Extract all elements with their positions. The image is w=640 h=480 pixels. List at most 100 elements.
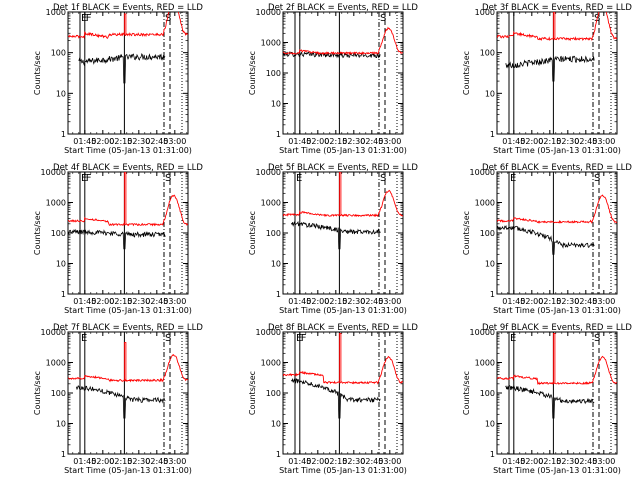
x-tick-label: 02:00: [306, 457, 329, 466]
x-tick-label: 01:45: [73, 137, 96, 146]
x-tick-label: 02:15: [538, 297, 561, 306]
y-axis-label: Counts/sec: [33, 51, 42, 95]
series-lld-line: [283, 332, 403, 385]
panel-title: Det 6f BLACK = Events, RED = LLD: [482, 163, 632, 173]
x-tick-label: 02:15: [324, 137, 347, 146]
series-events-line: [291, 377, 381, 419]
y-tick-label: 10: [485, 260, 495, 269]
series-events-line: [283, 51, 381, 59]
panel-title: Det 5f BLACK = Events, RED = LLD: [268, 163, 418, 173]
y-tick-label: 1000: [475, 359, 495, 368]
y-axis-label: Counts/sec: [248, 211, 257, 255]
panel-det-5: Det 5f BLACK = Events, RED = LLD 1 10 100 10…: [248, 163, 418, 315]
y-axis-label: Counts/sec: [33, 371, 42, 415]
x-tick-label: 02:30: [556, 457, 579, 466]
y-tick-label: 10000: [41, 168, 66, 177]
y-tick-label: 100: [480, 229, 495, 238]
x-tick-label: 02:00: [91, 457, 114, 466]
series-lld-line: [283, 172, 403, 218]
y-tick-label: 1: [61, 450, 66, 459]
x-tick-label: 01:45: [502, 457, 525, 466]
y-tick-label: 1000: [261, 359, 281, 368]
x-tick-label: 01:45: [288, 457, 311, 466]
y-tick-label: 1: [276, 130, 281, 139]
marker-letter-S: S: [380, 173, 386, 184]
y-tick-label: 1000: [475, 199, 495, 208]
y-tick-label: 10000: [256, 328, 281, 337]
x-tick-label: 03:00: [378, 457, 401, 466]
y-tick-label: 100: [266, 389, 281, 398]
x-tick-label: 03:00: [163, 457, 186, 466]
marker-letter-E: E: [81, 13, 87, 24]
y-tick-label: 100: [480, 49, 495, 58]
x-tick-label: 02:45: [360, 137, 383, 146]
marker-letter-S: S: [165, 13, 171, 24]
y-tick-label: 1000: [475, 8, 495, 17]
series-lld-line: [68, 342, 188, 383]
y-tick-label: 1000: [261, 199, 281, 208]
x-tick-label: 02:15: [109, 137, 132, 146]
y-tick-label: 1: [276, 450, 281, 459]
x-tick-label: 01:45: [73, 297, 96, 306]
x-tick-label: 02:00: [91, 137, 114, 146]
y-tick-label: 1: [490, 290, 495, 299]
series-events-line: [497, 224, 595, 255]
y-tick-label: 10: [485, 89, 495, 98]
y-axis-label: Counts/sec: [462, 211, 471, 255]
y-tick-label: 10: [271, 260, 281, 269]
y-tick-label: 1: [490, 450, 495, 459]
y-axis-label: Counts/sec: [462, 51, 471, 95]
x-tick-label: 01:45: [502, 297, 525, 306]
x-tick-label: 02:30: [342, 297, 365, 306]
x-tick-label: 02:15: [538, 137, 561, 146]
y-tick-label: 1: [61, 290, 66, 299]
x-axis-label: Start Time (05-Jan-13 01:31:00): [279, 466, 407, 475]
x-tick-label: 02:30: [556, 137, 579, 146]
x-tick-label: 02:30: [127, 457, 150, 466]
panel-det-2: Det 2f BLACK = Events, RED = LLD 1 10 100 10…: [248, 3, 418, 155]
marker-letter-E: E: [510, 333, 516, 344]
x-tick-label: 02:15: [109, 457, 132, 466]
x-tick-label: 02:45: [145, 297, 168, 306]
series-lld-line: [497, 332, 617, 386]
series-lld-line: [68, 12, 188, 40]
x-tick-label: 03:00: [163, 297, 186, 306]
panel-title: Det 4f BLACK = Events, RED = LLD: [53, 163, 203, 173]
x-tick-label: 02:00: [520, 137, 543, 146]
panel-det-6: Det 6f BLACK = Events, RED = LLD 1 10 100 10…: [462, 163, 632, 315]
y-tick-label: 10000: [470, 168, 495, 177]
y-tick-label: 10: [271, 420, 281, 429]
y-tick-label: 10: [56, 420, 66, 429]
series-events-line: [505, 55, 595, 82]
marker-letter-E: E: [81, 173, 87, 184]
x-tick-label: 02:15: [538, 457, 561, 466]
x-tick-label: 03:00: [592, 297, 615, 306]
x-tick-label: 02:45: [360, 297, 383, 306]
marker-letter-E: E: [81, 333, 87, 344]
x-tick-label: 02:30: [127, 137, 150, 146]
panel-det-4: Det 4f BLACK = Events, RED = LLD 1 10 100 10…: [33, 163, 203, 315]
x-tick-label: 01:45: [288, 137, 311, 146]
x-tick-label: 03:00: [378, 137, 401, 146]
panel-det-8: Det 8f BLACK = Events, RED = LLD 1 10 100 10…: [248, 323, 418, 475]
series-lld-line: [68, 172, 188, 227]
panel-title: Det 9f BLACK = Events, RED = LLD: [482, 323, 632, 333]
series-lld-line: [497, 194, 617, 225]
y-axis-label: Counts/sec: [462, 371, 471, 415]
x-tick-label: 02:30: [556, 297, 579, 306]
x-tick-label: 02:00: [306, 297, 329, 306]
y-tick-label: 10: [56, 89, 66, 98]
y-tick-label: 1: [276, 290, 281, 299]
x-tick-label: 01:45: [502, 137, 525, 146]
y-tick-label: 1: [490, 130, 495, 139]
panel-title: Det 3f BLACK = Events, RED = LLD: [482, 3, 632, 13]
x-axis-label: Start Time (05-Jan-13 01:31:00): [64, 306, 192, 315]
x-axis-label: Start Time (05-Jan-13 01:31:00): [64, 146, 192, 155]
x-tick-label: 01:45: [288, 297, 311, 306]
marker-letter-E: E: [296, 173, 302, 184]
x-tick-label: 02:30: [127, 297, 150, 306]
panel-title: Det 2f BLACK = Events, RED = LLD: [268, 3, 418, 13]
panel-title: Det 1f BLACK = Events, RED = LLD: [53, 3, 203, 13]
y-tick-label: 100: [480, 389, 495, 398]
